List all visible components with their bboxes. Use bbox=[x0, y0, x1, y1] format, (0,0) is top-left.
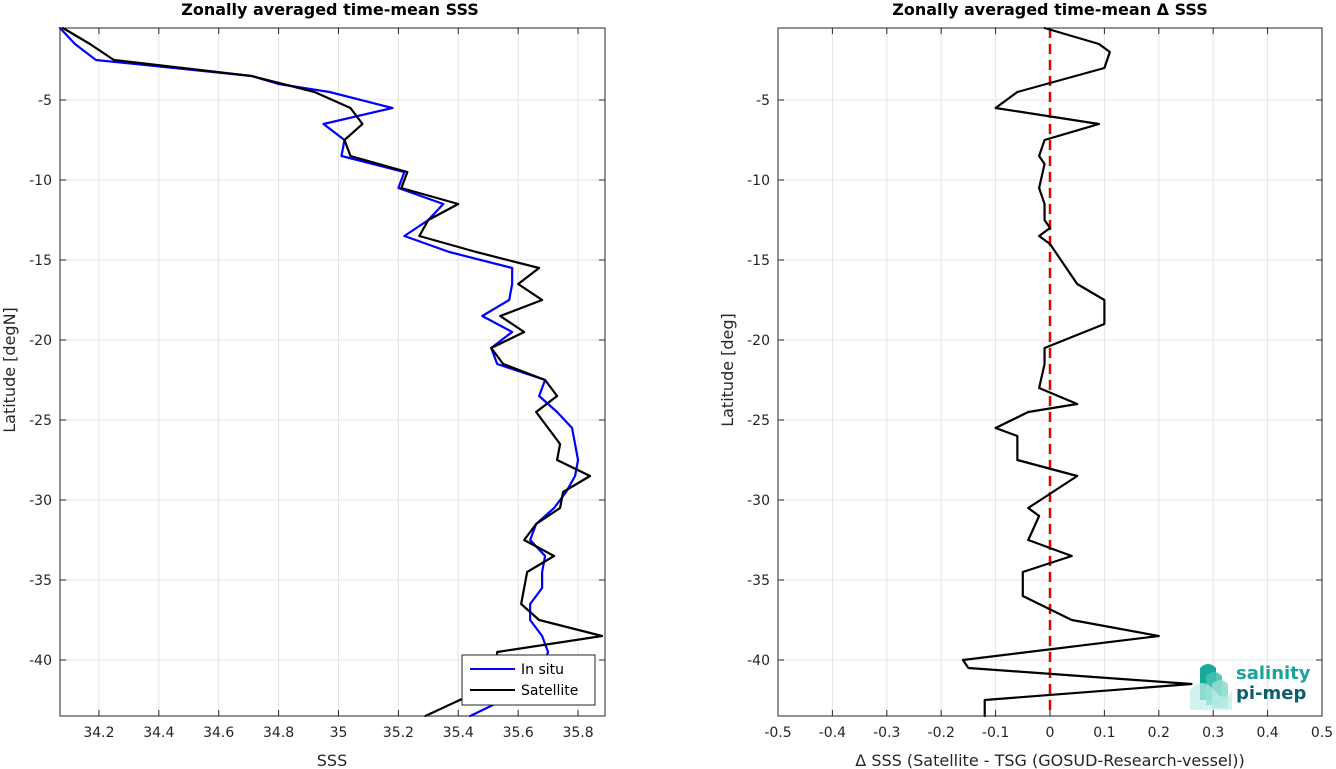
logo-text-salinity: salinity bbox=[1236, 663, 1311, 684]
x-tick-label: 35.4 bbox=[443, 725, 474, 741]
x-tick-label: 35 bbox=[330, 725, 348, 741]
right-ticks: -0.5 -0.4 -0.3 -0.2 -0.1 0 0.1 0.2 0.3 0.4 0.5 -5 -1… bbox=[747, 28, 1333, 741]
legend: In situ Satellite bbox=[461, 654, 596, 706]
y-tick-label: -5 bbox=[756, 93, 770, 109]
y-tick-label: -20 bbox=[747, 333, 770, 349]
left-series bbox=[58, 26, 604, 718]
y-tick-label: -25 bbox=[29, 413, 52, 429]
right-series bbox=[961, 26, 1193, 718]
x-tick-label: -0.2 bbox=[928, 725, 955, 741]
x-tick-label: 35.6 bbox=[503, 725, 534, 741]
y-tick-label: -30 bbox=[29, 493, 52, 509]
x-tick-label: 0.2 bbox=[1148, 725, 1170, 741]
x-tick-label: 34.8 bbox=[263, 725, 294, 741]
y-tick-label: -40 bbox=[747, 653, 770, 669]
left-axes-frame bbox=[59, 27, 606, 717]
legend-entry-in-situ: In situ bbox=[521, 662, 564, 678]
x-tick-label: -0.5 bbox=[764, 725, 791, 741]
x-tick-label: 0.3 bbox=[1202, 725, 1224, 741]
series-line-0-1 bbox=[61, 26, 604, 718]
series-line-0-0 bbox=[58, 26, 580, 718]
y-tick-label: -35 bbox=[29, 573, 52, 589]
y-tick-label: -15 bbox=[747, 253, 770, 269]
y-tick-label: -25 bbox=[747, 413, 770, 429]
x-tick-label: -0.3 bbox=[873, 725, 900, 741]
right-axes-frame bbox=[777, 27, 1323, 717]
y-tick-label: -10 bbox=[29, 173, 52, 189]
x-tick-label: 0.4 bbox=[1256, 725, 1278, 741]
right-x-axis-label: Δ SSS (Satellite - TSG (GOSUD-Research-v… bbox=[855, 751, 1244, 769]
left-chart: Zonally averaged time-mean SSS 34.2 34.4 3… bbox=[0, 0, 606, 769]
legend-box bbox=[461, 654, 596, 706]
x-tick-label: 0.5 bbox=[1311, 725, 1333, 741]
x-tick-label: 0.1 bbox=[1093, 725, 1115, 741]
y-tick-label: -5 bbox=[38, 93, 52, 109]
x-tick-label: 35.2 bbox=[383, 725, 414, 741]
y-tick-label: -10 bbox=[747, 173, 770, 189]
logo-text-pi-mep: pi-mep bbox=[1236, 683, 1306, 704]
x-tick-label: 35.8 bbox=[562, 725, 593, 741]
x-tick-label: 0 bbox=[1046, 725, 1055, 741]
left-ticks: 34.2 34.4 34.6 34.8 35 35.2 35.4 35.6 35.8 -5 -10 -… bbox=[29, 28, 605, 741]
left-grid bbox=[60, 28, 605, 716]
right-y-axis-label: Latitude [deg] bbox=[718, 313, 737, 427]
legend-entry-satellite: Satellite bbox=[521, 683, 578, 699]
x-tick-label: 34.4 bbox=[143, 725, 174, 741]
left-x-axis-label: SSS bbox=[317, 751, 347, 769]
left-y-axis-label: Latitude [degN] bbox=[0, 307, 19, 433]
series-line-1-0 bbox=[961, 26, 1193, 718]
y-tick-label: -20 bbox=[29, 333, 52, 349]
y-tick-label: -15 bbox=[29, 253, 52, 269]
waves-icon bbox=[1190, 664, 1232, 710]
x-tick-label: 34.6 bbox=[203, 725, 234, 741]
y-tick-label: -30 bbox=[747, 493, 770, 509]
x-tick-label: -0.4 bbox=[819, 725, 846, 741]
x-tick-label: -0.1 bbox=[982, 725, 1009, 741]
right-chart: Zonally averaged time-mean Δ SSS -0.5 -0.… bbox=[718, 0, 1333, 769]
y-tick-label: -40 bbox=[29, 653, 52, 669]
x-tick-label: 34.2 bbox=[83, 725, 114, 741]
salinity-pi-mep-logo: salinity pi-mep bbox=[1190, 663, 1311, 710]
right-chart-title: Zonally averaged time-mean Δ SSS bbox=[892, 0, 1208, 19]
left-chart-title: Zonally averaged time-mean SSS bbox=[181, 0, 479, 19]
y-tick-label: -35 bbox=[747, 573, 770, 589]
